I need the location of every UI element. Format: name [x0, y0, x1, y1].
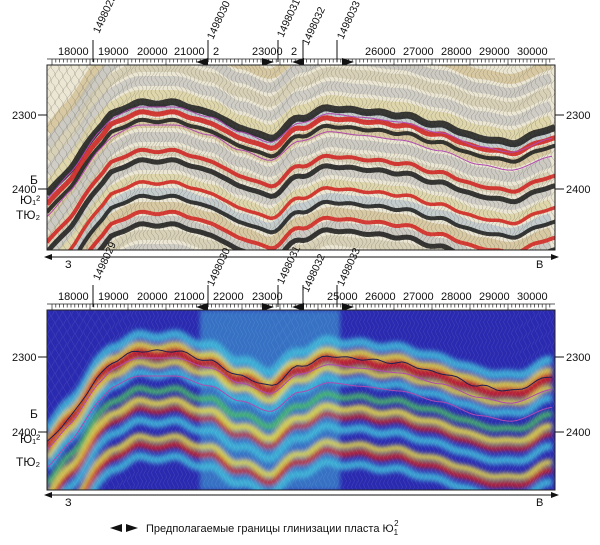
arrow-left-icon: [196, 303, 208, 311]
top-tick-labels: 18000 19000 20000 21000 2 23000 2 26000 …: [58, 46, 548, 58]
bottom-tick-27000: 27000: [403, 291, 434, 303]
arrow-west-icon: [44, 492, 52, 498]
top-tick-18000: 18000: [58, 46, 89, 58]
bottom-horizon-b: Б: [30, 407, 38, 421]
arrow-right-icon: [262, 58, 274, 66]
bottom-tick-22000: 22000: [213, 291, 244, 303]
legend-superscript: 2: [394, 519, 399, 528]
top-direction-east: В: [536, 259, 543, 271]
bottom-tick-labels: 18000 19000 20000 21000 22000 23000 2500…: [58, 291, 548, 303]
bottom-tick-23000: 23000: [252, 291, 283, 303]
top-depth-left-2400: 2400: [12, 184, 36, 196]
bottom-horizon-yu12: Ю₁²: [20, 432, 40, 446]
top-depth-right-2300: 2300: [566, 110, 590, 122]
legend-arrow-left-icon: [110, 524, 122, 532]
top-frame: [46, 64, 556, 251]
top-tick-22000: 2: [213, 46, 219, 58]
legend: Предполагаемые границы глинизации пласта…: [110, 519, 399, 537]
arrow-left-icon: [292, 303, 304, 311]
arrow-right-icon: [262, 303, 274, 311]
legend-subscript: 1: [394, 528, 399, 537]
top-well-1498031: 1498031: [275, 0, 303, 39]
bottom-well-1498030: 1498030: [205, 246, 233, 288]
legend-arrow-right-icon: [126, 524, 138, 532]
bottom-frame: [46, 309, 556, 491]
bottom-clay-boundary-arrows: [196, 303, 354, 311]
top-depth-left-2300: 2300: [12, 110, 36, 122]
top-wells: 1498029 1498030 1498031 1498032 1498033: [91, 0, 363, 62]
top-tick-28000: 28000: [441, 46, 472, 58]
bottom-depth-left-2300: 2300: [12, 352, 36, 364]
bottom-tick-18000: 18000: [58, 291, 89, 303]
top-horizon-tyu2: ТЮ₂: [16, 208, 40, 222]
legend-main-text: Предполагаемые границы глинизации пласта…: [146, 523, 394, 535]
top-direction-west: З: [65, 259, 72, 271]
top-tick-29000: 29000: [479, 46, 510, 58]
bottom-direction-bar: З В: [44, 492, 559, 509]
top-well-1498032: 1498032: [300, 5, 328, 47]
top-tick-26000: 26000: [365, 46, 396, 58]
arrow-left-icon: [292, 58, 304, 66]
arrow-east-icon: [551, 492, 559, 498]
top-horizon-yu12: Ю₁²: [20, 193, 40, 207]
top-tick-27000: 27000: [403, 46, 434, 58]
bottom-well-1498033: 1498033: [335, 246, 363, 288]
bottom-tick-30000: 30000: [517, 291, 548, 303]
bottom-panel: 18000 19000 20000 21000 22000 23000 2500…: [12, 240, 590, 509]
arrow-right-icon: [342, 303, 354, 311]
arrow-right-icon: [342, 58, 354, 66]
top-direction-bar: З В: [44, 254, 559, 271]
bottom-seismic-section: [47, 310, 555, 490]
top-well-1498030: 1498030: [205, 0, 233, 41]
arrow-west-icon: [44, 254, 52, 260]
bottom-well-1498032: 1498032: [300, 252, 328, 294]
bottom-direction-west: З: [65, 497, 72, 509]
bottom-tick-25000: 25000: [327, 291, 358, 303]
top-tick-20000: 20000: [137, 46, 168, 58]
top-well-1498033: 1498033: [335, 0, 363, 41]
top-clay-boundary-arrows: [196, 58, 354, 66]
top-tick-23000: 23000: [252, 46, 283, 58]
top-tick-30000: 30000: [517, 46, 548, 58]
legend-text: Предполагаемые границы глинизации пласта…: [146, 519, 399, 537]
top-tick-24000: 2: [291, 46, 297, 58]
bottom-tick-29000: 29000: [479, 291, 510, 303]
top-depth-right-2400: 2400: [566, 184, 590, 196]
top-tick-19000: 19000: [98, 46, 129, 58]
top-tick-21000: 21000: [174, 46, 205, 58]
bottom-tick-19000: 19000: [98, 291, 129, 303]
bottom-tick-28000: 28000: [441, 291, 472, 303]
top-horizon-b: Б: [30, 173, 38, 187]
bottom-depth-left-2400: 2400: [12, 427, 36, 439]
top-well-1498029: 1498029: [91, 0, 119, 35]
bottom-tick-21000: 21000: [174, 291, 205, 303]
bottom-depth-right-2300: 2300: [566, 352, 590, 364]
bottom-horizon-tyu2: ТЮ₂: [16, 455, 40, 469]
bottom-direction-east: В: [536, 497, 543, 509]
top-panel: 18000 19000 20000 21000 2 23000 2 26000 …: [12, 0, 590, 271]
bottom-tick-26000: 26000: [365, 291, 396, 303]
bottom-depth-right-2400: 2400: [566, 427, 590, 439]
arrow-left-icon: [196, 58, 208, 66]
top-seismic-section: [47, 65, 555, 250]
arrow-east-icon: [551, 254, 559, 260]
bottom-tick-20000: 20000: [137, 291, 168, 303]
